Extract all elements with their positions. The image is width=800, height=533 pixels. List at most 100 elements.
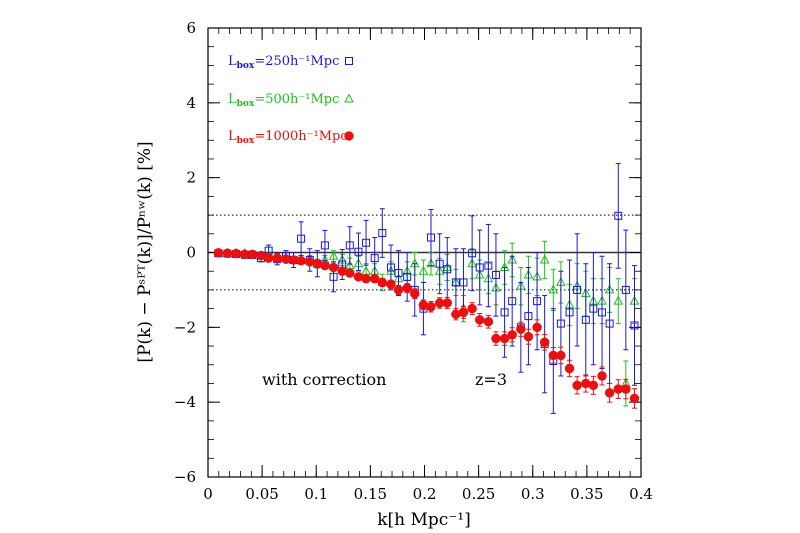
data-marker [532,322,542,333]
data-marker [345,241,354,250]
data-point [572,376,582,395]
data-marker [263,253,274,263]
data-marker [369,273,380,284]
data-marker [621,285,630,294]
y-axis-title: [P(k) − Pˢᴾᵀ(k)]/Pⁿʷ(k) [%] [135,141,155,362]
data-point [604,382,615,403]
data-point [483,314,494,329]
data-point [467,302,477,316]
data-point [222,248,233,258]
data-marker [361,273,371,284]
y-tick-label: 4 [186,94,196,112]
data-marker [213,248,224,258]
data-marker [475,263,484,272]
data-marker [588,380,599,391]
data-marker [467,303,477,314]
data-marker [491,333,501,344]
y-tick-label: 6 [186,19,196,37]
data-marker [394,269,403,278]
data-point [410,288,420,300]
data-point [337,266,347,276]
x-tick-label: 0.25 [462,485,495,503]
data-point [614,162,623,269]
data-point [613,278,624,325]
data-point [524,266,533,366]
x-axis-title: k[h Mpc⁻¹] [377,510,471,530]
data-marker [320,241,329,250]
data-marker [598,308,607,317]
data-marker [377,277,388,288]
data-point [484,223,493,308]
data-marker [393,285,404,295]
data-marker [442,298,452,308]
data-marker [320,260,330,271]
data-point [370,237,379,280]
axis-ticks [207,27,642,478]
data-point [548,268,559,311]
data-marker [533,297,542,306]
data-point [369,273,380,284]
data-marker [459,278,468,287]
y-tick-label: −2 [174,318,196,336]
data-point [499,331,510,346]
data-marker [573,285,582,294]
reference-lines [208,214,641,291]
data-point [434,297,445,309]
data-point [564,359,575,378]
data-point [605,263,614,384]
data-marker [613,295,624,305]
data-marker [621,384,631,394]
data-marker [345,268,355,278]
data-point [565,259,574,366]
data-point [213,248,224,258]
legend-marker [344,93,354,103]
data-point [598,255,607,369]
data-point [597,366,607,386]
data-marker [581,315,590,324]
data-marker [604,388,615,398]
data-marker [451,278,460,287]
data-point [297,221,306,256]
data-marker [378,229,387,238]
data-marker [443,265,452,274]
data-marker [426,258,436,268]
data-marker [435,259,444,268]
y-tick-label: 2 [186,169,196,187]
data-marker [516,324,526,334]
legend-label: Lbox=250h⁻¹Mpc [228,54,339,71]
data-marker [328,262,339,273]
data-marker [507,330,517,340]
data-point [491,331,501,346]
data-point [556,346,566,365]
data-marker [565,308,574,317]
data-marker [499,333,510,344]
data-point [451,308,461,321]
x-tick-label: 0.05 [245,485,278,503]
data-point [589,252,598,366]
data-point [630,265,639,386]
data-marker [500,308,509,317]
data-point [539,333,550,351]
y-tick-label: −4 [174,393,196,411]
data-point [426,301,436,313]
data-marker [629,393,640,404]
data-marker [370,254,379,263]
data-point [474,312,485,327]
data-point [613,379,624,399]
legend-entry: Lbox=500h⁻¹Mpc [228,92,354,109]
legend: Lbox=250h⁻¹Mpc Lbox=500h⁻¹Mpc Lbox=1000h⁻¹… [228,54,354,146]
data-marker [556,350,566,361]
x-tick-labels: 0 0.05 0.1 0.15 0.2 0.25 0.3 0.35 0.4 [203,485,653,503]
data-point [247,249,258,260]
data-marker [386,279,396,290]
data-marker [614,211,623,220]
data-point [353,272,364,282]
data-point [523,328,534,345]
y-tick-label: 0 [186,244,196,262]
data-point [354,232,363,271]
data-point [516,321,526,337]
data-point [240,249,250,260]
series-layer [213,162,640,414]
data-marker [483,316,494,327]
data-marker [247,249,258,260]
